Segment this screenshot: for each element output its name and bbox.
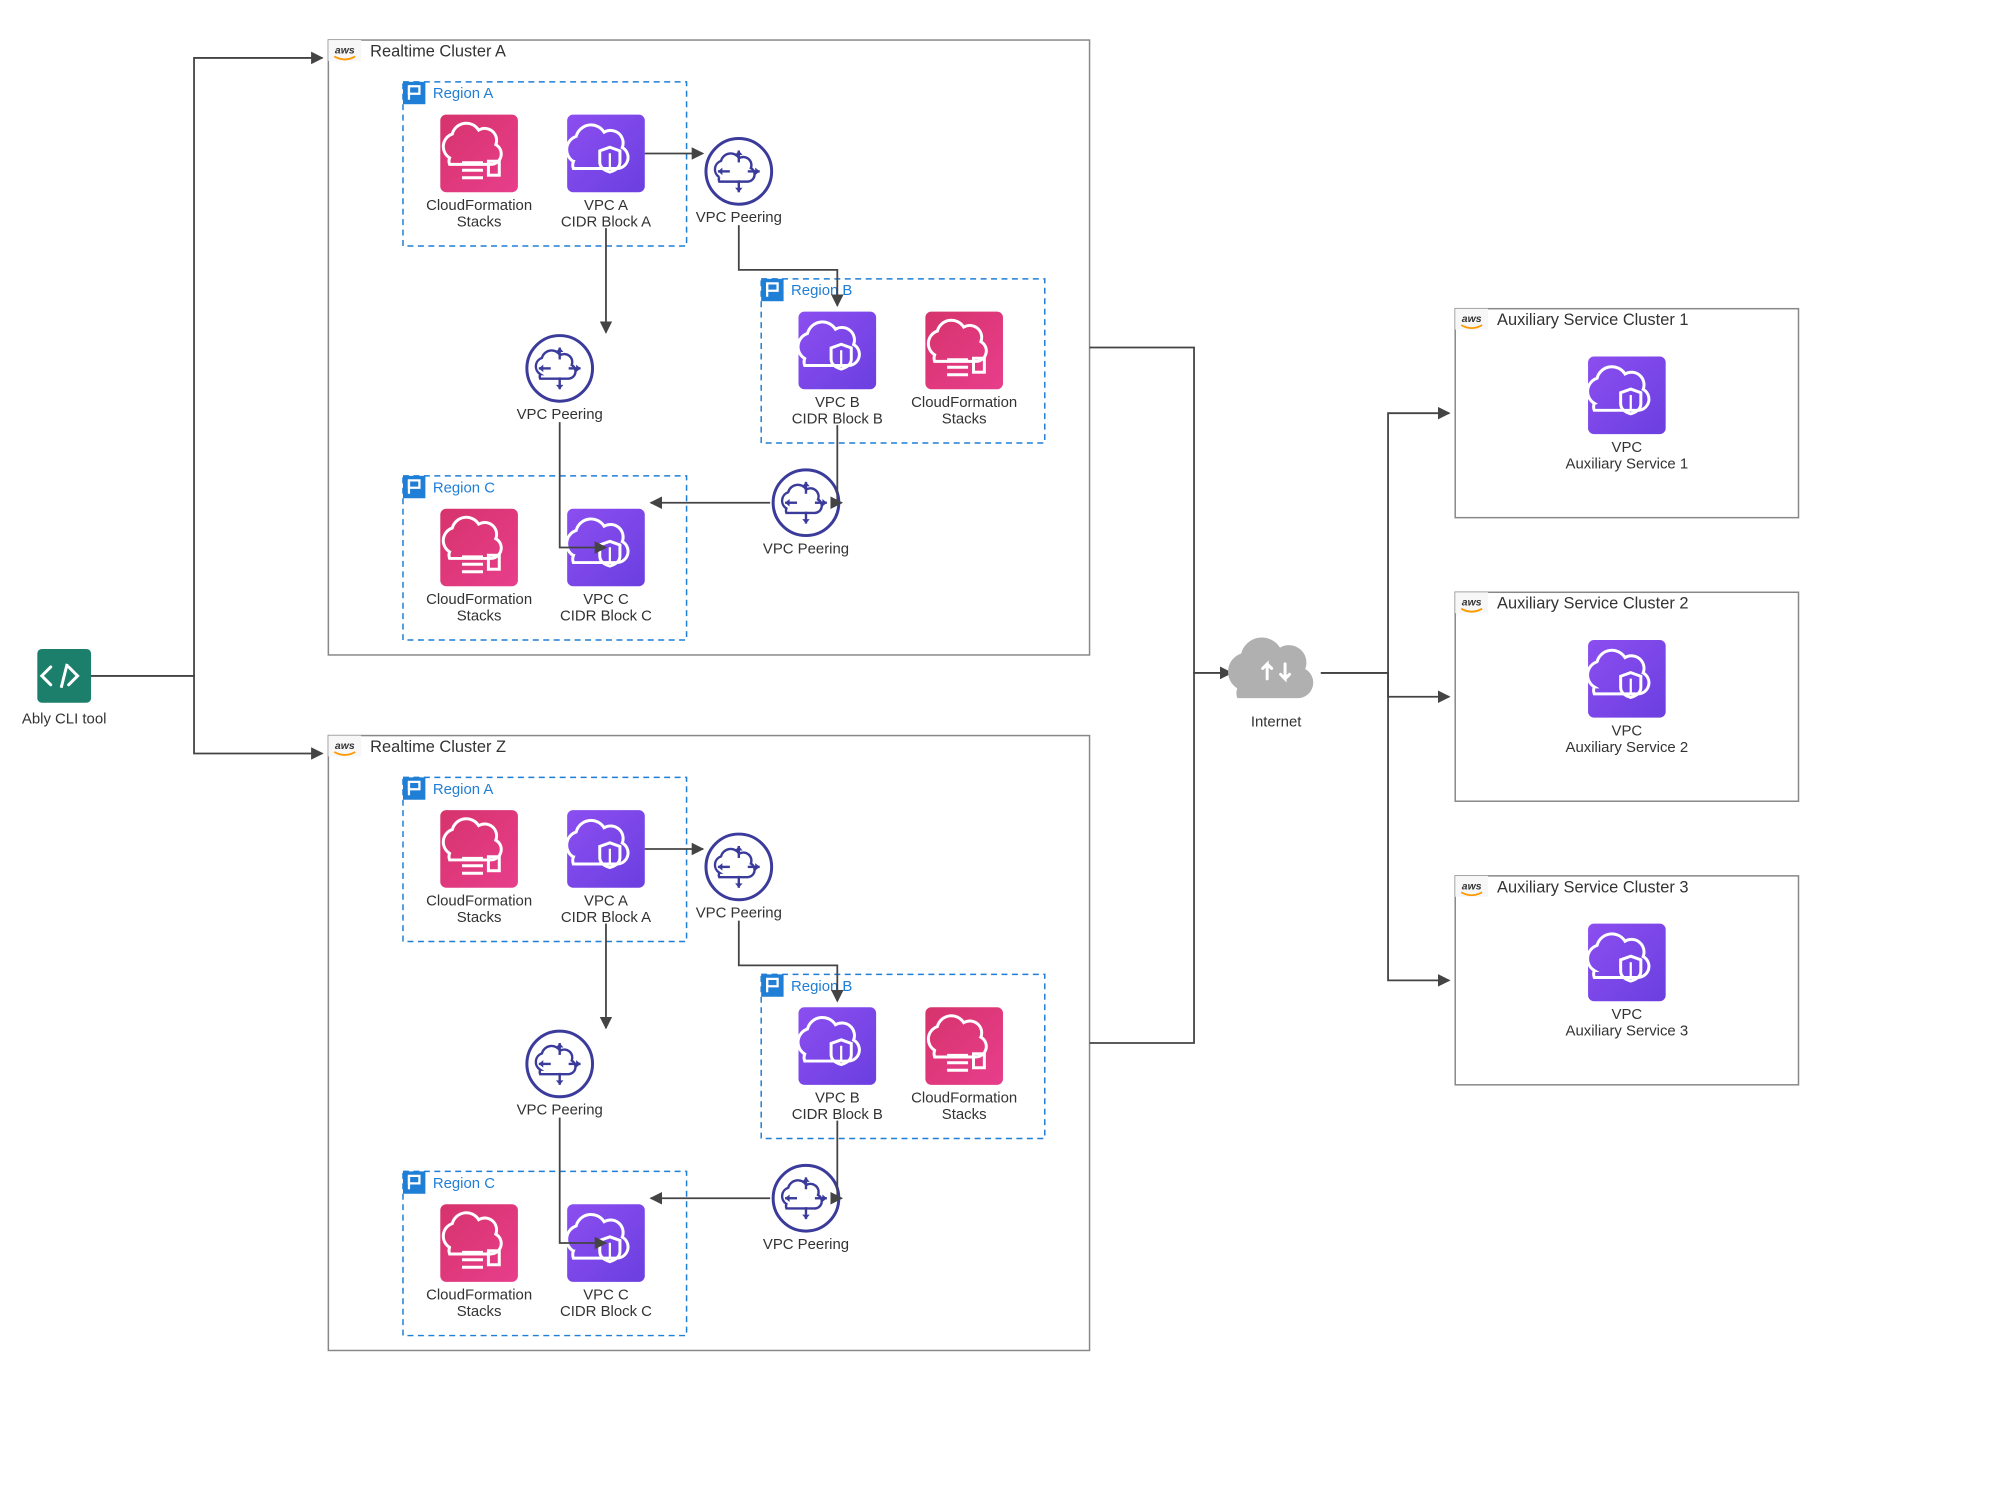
vpc-peering-icon <box>773 470 839 536</box>
caption: Auxiliary Service 1 <box>1566 455 1689 472</box>
svg-text:aws: aws <box>335 45 355 56</box>
caption: Auxiliary Service 2 <box>1566 739 1689 756</box>
internet-icon <box>1228 638 1313 699</box>
cloudformation-icon <box>440 115 518 193</box>
cloudformation-icon <box>925 1007 1003 1085</box>
aux-cluster: aws Auxiliary Service Cluster 2 VPCAuxilia… <box>1455 592 1798 801</box>
caption: VPC <box>1612 723 1643 740</box>
aws-tag-icon: aws <box>328 40 361 61</box>
vpc-icon <box>798 1007 876 1085</box>
caption: CloudFormation <box>426 591 532 608</box>
vpc-icon <box>567 115 645 193</box>
region-flag-icon <box>403 82 425 104</box>
caption: CloudFormation <box>426 1287 532 1304</box>
cloudformation-icon <box>440 509 518 587</box>
svg-text:aws: aws <box>1462 598 1482 609</box>
caption: Stacks <box>457 909 502 926</box>
aux-title: Auxiliary Service Cluster 3 <box>1497 878 1688 896</box>
caption: CIDR Block B <box>792 1106 883 1123</box>
region-label: Region A <box>433 85 494 102</box>
vpc-icon <box>798 312 876 390</box>
svg-text:aws: aws <box>335 741 355 752</box>
cloudformation-icon <box>925 312 1003 390</box>
vpc-icon <box>1588 924 1666 1002</box>
vpc-icon <box>567 810 645 888</box>
aws-tag-icon: aws <box>328 736 361 757</box>
cli-label: Ably CLI tool <box>22 711 107 728</box>
caption: CIDR Block C <box>560 608 652 625</box>
cluster-title: Realtime Cluster Z <box>370 738 506 756</box>
region-label: Region B <box>791 282 852 299</box>
ably-cli: Ably CLI tool <box>22 649 107 728</box>
aws-tag-icon: aws <box>1455 876 1488 897</box>
caption: VPC <box>1612 1006 1643 1023</box>
svg-text:VPC Peering: VPC Peering <box>763 540 849 557</box>
region-label: Region A <box>433 781 494 798</box>
svg-text:VPC Peering: VPC Peering <box>517 1102 603 1119</box>
svg-text:VPC Peering: VPC Peering <box>517 406 603 423</box>
caption: CIDR Block C <box>560 1303 652 1320</box>
region-label: Region C <box>433 1175 495 1192</box>
region-flag-icon <box>403 476 425 498</box>
internet-label: Internet <box>1251 714 1302 731</box>
region-flag-icon <box>403 1171 425 1193</box>
caption: Auxiliary Service 3 <box>1566 1023 1689 1040</box>
caption: VPC B <box>815 1090 860 1107</box>
caption: CloudFormation <box>426 197 532 214</box>
aux-title: Auxiliary Service Cluster 1 <box>1497 311 1688 329</box>
caption: Stacks <box>942 1106 987 1123</box>
region-flag-icon <box>403 777 425 799</box>
aws-tag-icon: aws <box>1455 592 1488 613</box>
vpc-peering-icon <box>706 834 772 900</box>
caption: CIDR Block A <box>561 214 651 231</box>
caption: VPC A <box>584 893 628 910</box>
caption: VPC C <box>583 1287 629 1304</box>
svg-text:VPC Peering: VPC Peering <box>696 209 782 226</box>
aux-cluster: aws Auxiliary Service Cluster 1 VPCAuxilia… <box>1455 309 1798 518</box>
svg-text:aws: aws <box>1462 881 1482 892</box>
caption: Stacks <box>942 411 987 428</box>
aws-tag-icon: aws <box>1455 309 1488 330</box>
caption: VPC C <box>583 591 629 608</box>
aux-title: Auxiliary Service Cluster 2 <box>1497 595 1688 613</box>
cloudformation-icon <box>440 1204 518 1282</box>
region-flag-icon <box>761 974 783 996</box>
caption: CloudFormation <box>911 394 1017 411</box>
svg-text:aws: aws <box>1462 314 1482 325</box>
caption: Stacks <box>457 608 502 625</box>
region-label: Region B <box>791 978 852 995</box>
realtime-cluster: aws Realtime Cluster A Region A CloudFormat… <box>328 40 1089 655</box>
vpc-peering-icon <box>773 1165 839 1231</box>
cloudformation-icon <box>440 810 518 888</box>
caption: VPC <box>1612 439 1643 456</box>
caption: CloudFormation <box>426 893 532 910</box>
svg-text:VPC Peering: VPC Peering <box>696 905 782 922</box>
svg-text:VPC Peering: VPC Peering <box>763 1236 849 1253</box>
vpc-icon <box>1588 640 1666 718</box>
realtime-cluster: aws Realtime Cluster Z Region A CloudFormat… <box>328 736 1089 1351</box>
caption: CIDR Block A <box>561 909 651 926</box>
region-flag-icon <box>761 279 783 301</box>
cluster-title: Realtime Cluster A <box>370 42 506 60</box>
caption: CloudFormation <box>911 1090 1017 1107</box>
caption: Stacks <box>457 1303 502 1320</box>
aux-cluster: aws Auxiliary Service Cluster 3 VPCAuxilia… <box>1455 876 1798 1085</box>
vpc-peering-icon <box>527 336 593 402</box>
caption: CIDR Block B <box>792 411 883 428</box>
vpc-peering-icon <box>706 139 772 205</box>
region-label: Region C <box>433 479 495 496</box>
caption: VPC A <box>584 197 628 214</box>
diagram-canvas: Ably CLI tool aws Realtime Cluster A Region… <box>0 0 2000 1495</box>
vpc-peering-icon <box>527 1031 593 1097</box>
caption: Stacks <box>457 214 502 231</box>
vpc-icon <box>1588 356 1666 434</box>
caption: VPC B <box>815 394 860 411</box>
